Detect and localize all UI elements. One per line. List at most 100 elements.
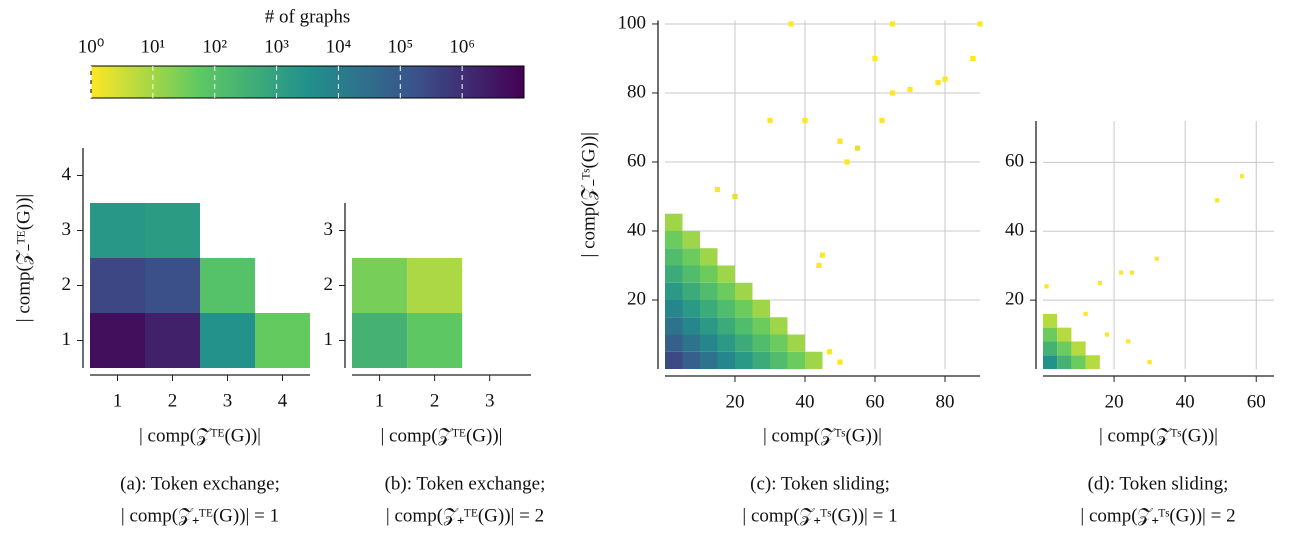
heatmap-cell [879, 117, 885, 124]
heatmap-cell [889, 21, 896, 27]
heatmap-cell [665, 248, 683, 266]
caption: (d): Token sliding; [1088, 473, 1229, 494]
heatmap-cell [145, 258, 200, 313]
heatmap-cell [1043, 355, 1058, 369]
heatmap-cell [665, 230, 683, 249]
x-tick-label: 2 [430, 390, 440, 411]
heatmap-cell [700, 248, 718, 266]
colorbar-tick-label: 10⁵ [387, 36, 413, 57]
heatmap-cell [732, 193, 738, 200]
heatmap-cell [682, 248, 700, 266]
colorbar-tick-label: 10⁰ [78, 36, 105, 57]
heatmap-cell [90, 203, 145, 258]
caption: (b): Token exchange; [385, 473, 546, 494]
heatmap-cell [145, 313, 200, 368]
heatmap-cell [90, 313, 145, 368]
y-tick-label: 20 [627, 288, 646, 309]
x-axis-label: | comp(𝒵ᵀᴱ(G))| [139, 425, 261, 446]
heatmap-cell [872, 55, 878, 62]
heatmap-cell [717, 282, 735, 300]
heatmap-cell [787, 351, 805, 369]
heatmap-cell [1057, 341, 1072, 356]
panel: 1 2 3 1 2 3 | comp(𝒵ᵀᴱ(G))| (b): Token exchange… [324, 203, 546, 526]
panel: 20 40 60 80 20 40 60 80 100 | comp(𝒵ᵀˢ(G))| | comp… [578, 12, 983, 526]
x-tick-label: 3 [485, 390, 495, 411]
x-tick-label: 2 [168, 390, 178, 411]
x-tick-label: 20 [726, 391, 745, 412]
heatmap-cell [665, 317, 683, 335]
colorbar [90, 65, 525, 99]
y-axis-label: | comp(𝒵₋ᵀˢ(G))| [578, 132, 599, 257]
heatmap-cell [787, 334, 805, 352]
y-tick-label: 100 [618, 12, 647, 33]
x-tick-label: 40 [1176, 391, 1195, 412]
heatmap-cell [844, 159, 850, 165]
heatmap-cell [90, 258, 145, 313]
colorbar-tick-label: 10³ [264, 36, 289, 57]
heatmap-cell [200, 313, 255, 368]
x-tick-label: 40 [796, 391, 815, 412]
heatmap-cell [700, 317, 718, 335]
heatmap-cell [1215, 198, 1220, 203]
x-tick-label: 3 [223, 390, 233, 411]
heatmap-cell [907, 86, 913, 93]
x-axis-label: | comp(𝒵ᵀᴱ(G))| [381, 425, 503, 446]
y-tick-label: 60 [1005, 151, 1024, 172]
x-tick-label: 1 [375, 390, 385, 411]
heatmap-cell [700, 282, 718, 300]
heatmap-cell [665, 334, 683, 352]
heatmap-cell [717, 299, 735, 318]
heatmap-cell [682, 265, 700, 283]
y-tick-label: 3 [62, 219, 72, 240]
heatmap-cell [717, 317, 735, 335]
heatmap-cell [1126, 339, 1131, 344]
heatmap-cell [770, 317, 788, 335]
caption: | comp(𝒵₊ᵀᴱ(G))| = 2 [386, 505, 544, 526]
y-tick-label: 2 [62, 274, 72, 295]
heatmap-cell [665, 213, 683, 231]
x-tick-label: 4 [278, 390, 288, 411]
heatmap-cell [700, 299, 718, 318]
heatmap-cell [977, 21, 983, 27]
heatmap-cell [735, 351, 753, 369]
heatmap-cell [407, 258, 463, 313]
y-tick-label: 20 [1005, 288, 1024, 309]
heatmap-cell [682, 230, 700, 249]
heatmap-cell [735, 334, 753, 352]
x-tick-label: 20 [1105, 391, 1124, 412]
x-tick-label: 60 [866, 391, 885, 412]
heatmap-cell [665, 299, 683, 318]
heatmap-cell [255, 313, 310, 368]
caption: | comp(𝒵₊ᵀˢ(G))| = 1 [742, 505, 897, 526]
heatmap-cell [200, 258, 255, 313]
y-tick-label: 40 [1005, 220, 1024, 241]
x-axis-label: | comp(𝒵ᵀˢ(G))| [763, 425, 882, 446]
heatmap-cell [700, 334, 718, 352]
heatmap-cell [1239, 174, 1245, 179]
y-tick-label: 3 [324, 219, 334, 240]
heatmap-cell [752, 299, 770, 318]
heatmap-cell [682, 282, 700, 300]
colorbar-tick-label: 10² [202, 36, 227, 57]
heatmap-cell [682, 334, 700, 352]
x-tick-label: 60 [1247, 391, 1266, 412]
y-tick-label: 2 [324, 274, 334, 295]
heatmap-cell [752, 351, 770, 369]
heatmap-cell [1129, 270, 1134, 275]
heatmap-cell [145, 203, 200, 258]
heatmap-cell [1119, 270, 1124, 275]
heatmap-cell [816, 262, 822, 269]
heatmap-cell [819, 252, 826, 258]
heatmap-cell [1043, 341, 1058, 356]
heatmap-cell [1085, 355, 1100, 369]
x-axis-label: | comp(𝒵ᵀˢ(G))| [1099, 425, 1218, 446]
heatmap-cell [665, 351, 683, 369]
heatmap-cell [935, 80, 941, 86]
panel: 20 40 60 20 40 60 | comp(𝒵ᵀˢ(G))| (d): Token sl… [1005, 121, 1274, 526]
heatmap-cell [1147, 360, 1152, 365]
heatmap-cell [1057, 327, 1072, 342]
y-tick-label: 1 [62, 329, 72, 350]
heatmap-cell [682, 299, 700, 318]
x-tick-label: 1 [113, 390, 123, 411]
